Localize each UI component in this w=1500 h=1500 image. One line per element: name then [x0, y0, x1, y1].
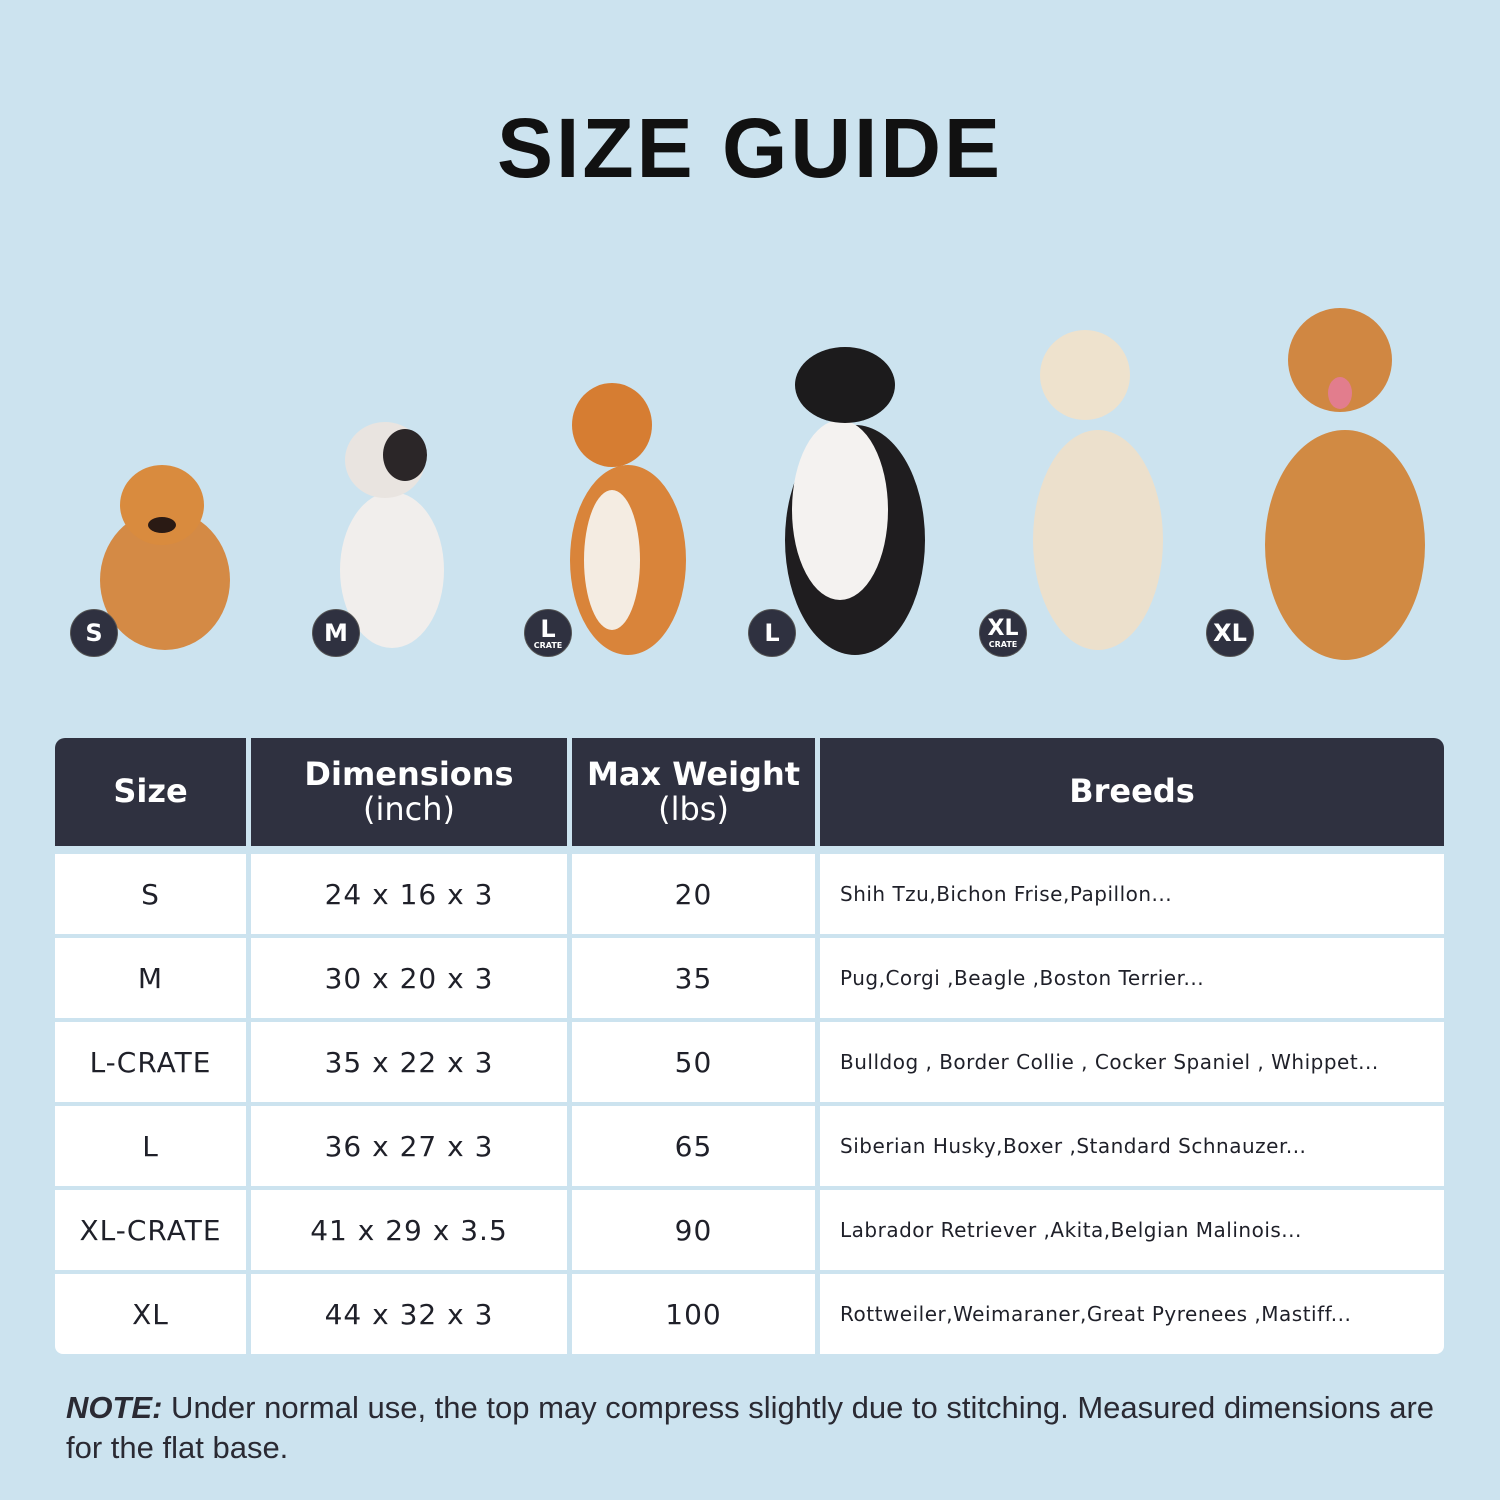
max-weight-cell: 90 [572, 1190, 815, 1270]
header-text: Dimensions [304, 754, 514, 793]
border-collie-image [785, 347, 925, 655]
header-size: Size [55, 738, 246, 846]
max-weight-cell: 50 [572, 1022, 815, 1102]
max-weight-cell: 65 [572, 1106, 815, 1186]
size-cell: XL-CRATE [55, 1190, 246, 1270]
badge-sublabel: CRATE [533, 640, 563, 650]
table-row: XL 44 x 32 x 3 100 Rottweiler,Weimaraner,Gr… [55, 1274, 1444, 1354]
badge-label: L [540, 614, 556, 643]
labrador-image [1033, 330, 1163, 650]
page-title: SIZE GUIDE [496, 101, 1004, 195]
header-unit: (inch) [362, 790, 455, 828]
dimensions-cell: 36 x 27 x 3 [251, 1106, 567, 1186]
breeds-cell: Rottweiler,Weimaraner,Great Pyrenees ,Ma… [820, 1274, 1444, 1354]
note: NOTE: Under normal use, the top may comp… [66, 1388, 1446, 1468]
header-text: Max Weight [586, 754, 801, 793]
size-table: Size Dimensions (inch) Max Weight (lbs) Br… [55, 738, 1444, 1354]
size-cell: M [55, 938, 246, 1018]
size-badge-l: L [748, 609, 796, 657]
badge-label: XL [1213, 619, 1247, 647]
size-badge-l-crate: L CRATE [524, 609, 572, 657]
breeds-cell: Shih Tzu,Bichon Frise,Papillon... [820, 854, 1444, 934]
note-text: Under normal use, the top may compress s… [66, 1390, 1435, 1465]
badge-label: XL [987, 615, 1019, 641]
header-max-weight: Max Weight (lbs) [572, 738, 815, 846]
header-text: Breeds [1069, 772, 1195, 811]
size-badge-m: M [312, 609, 360, 657]
breeds-cell: Labrador Retriever ,Akita,Belgian Malino… [820, 1190, 1444, 1270]
dog-photos [100, 308, 1425, 660]
size-badge-s: S [70, 609, 118, 657]
header-unit: (lbs) [658, 790, 729, 828]
max-weight-cell: 35 [572, 938, 815, 1018]
french-bulldog-image [340, 422, 444, 648]
shiba-inu-image [570, 383, 686, 655]
table-row: L 36 x 27 x 3 65 Siberian Husky,Boxer ,Stan… [55, 1106, 1444, 1186]
size-cell: S [55, 854, 246, 934]
dimensions-cell: 30 x 20 x 3 [251, 938, 567, 1018]
pomeranian-image [100, 465, 230, 650]
breeds-cell: Siberian Husky,Boxer ,Standard Schnauzer… [820, 1106, 1444, 1186]
header-dimensions: Dimensions (inch) [251, 738, 567, 846]
badge-label: L [764, 619, 780, 647]
dimensions-cell: 44 x 32 x 3 [251, 1274, 567, 1354]
badge-label: M [324, 619, 348, 647]
breeds-cell: Bulldog , Border Collie , Cocker Spaniel… [820, 1022, 1444, 1102]
size-badge-xl-crate: XL CRATE [979, 609, 1027, 657]
breeds-cell: Pug,Corgi ,Beagle ,Boston Terrier... [820, 938, 1444, 1018]
dimensions-cell: 24 x 16 x 3 [251, 854, 567, 934]
size-cell: XL [55, 1274, 246, 1354]
header-breeds: Breeds [820, 738, 1444, 846]
note-label: NOTE: [66, 1390, 163, 1425]
table-row: M 30 x 20 x 3 35 Pug,Corgi ,Beagle ,Boston … [55, 938, 1444, 1018]
table-row: S 24 x 16 x 3 20 Shih Tzu,Bichon Frise,Papi… [55, 854, 1444, 934]
table-header: Size Dimensions (inch) Max Weight (lbs) Br… [55, 738, 1444, 846]
max-weight-cell: 20 [572, 854, 815, 934]
golden-retriever-image [1265, 308, 1425, 660]
badge-sublabel: CRATE [988, 639, 1018, 649]
size-badge-xl: XL [1206, 609, 1254, 657]
dimensions-cell: 35 x 22 x 3 [251, 1022, 567, 1102]
size-cell: L [55, 1106, 246, 1186]
badge-label: S [85, 619, 103, 647]
table-row: XL-CRATE 41 x 29 x 3.5 90 Labrador Retrieve… [55, 1190, 1444, 1270]
header-text: Size [113, 772, 188, 811]
max-weight-cell: 100 [572, 1274, 815, 1354]
table-row: L-CRATE 35 x 22 x 3 50 Bulldog , Border Col… [55, 1022, 1444, 1102]
size-cell: L-CRATE [55, 1022, 246, 1102]
dimensions-cell: 41 x 29 x 3.5 [251, 1190, 567, 1270]
